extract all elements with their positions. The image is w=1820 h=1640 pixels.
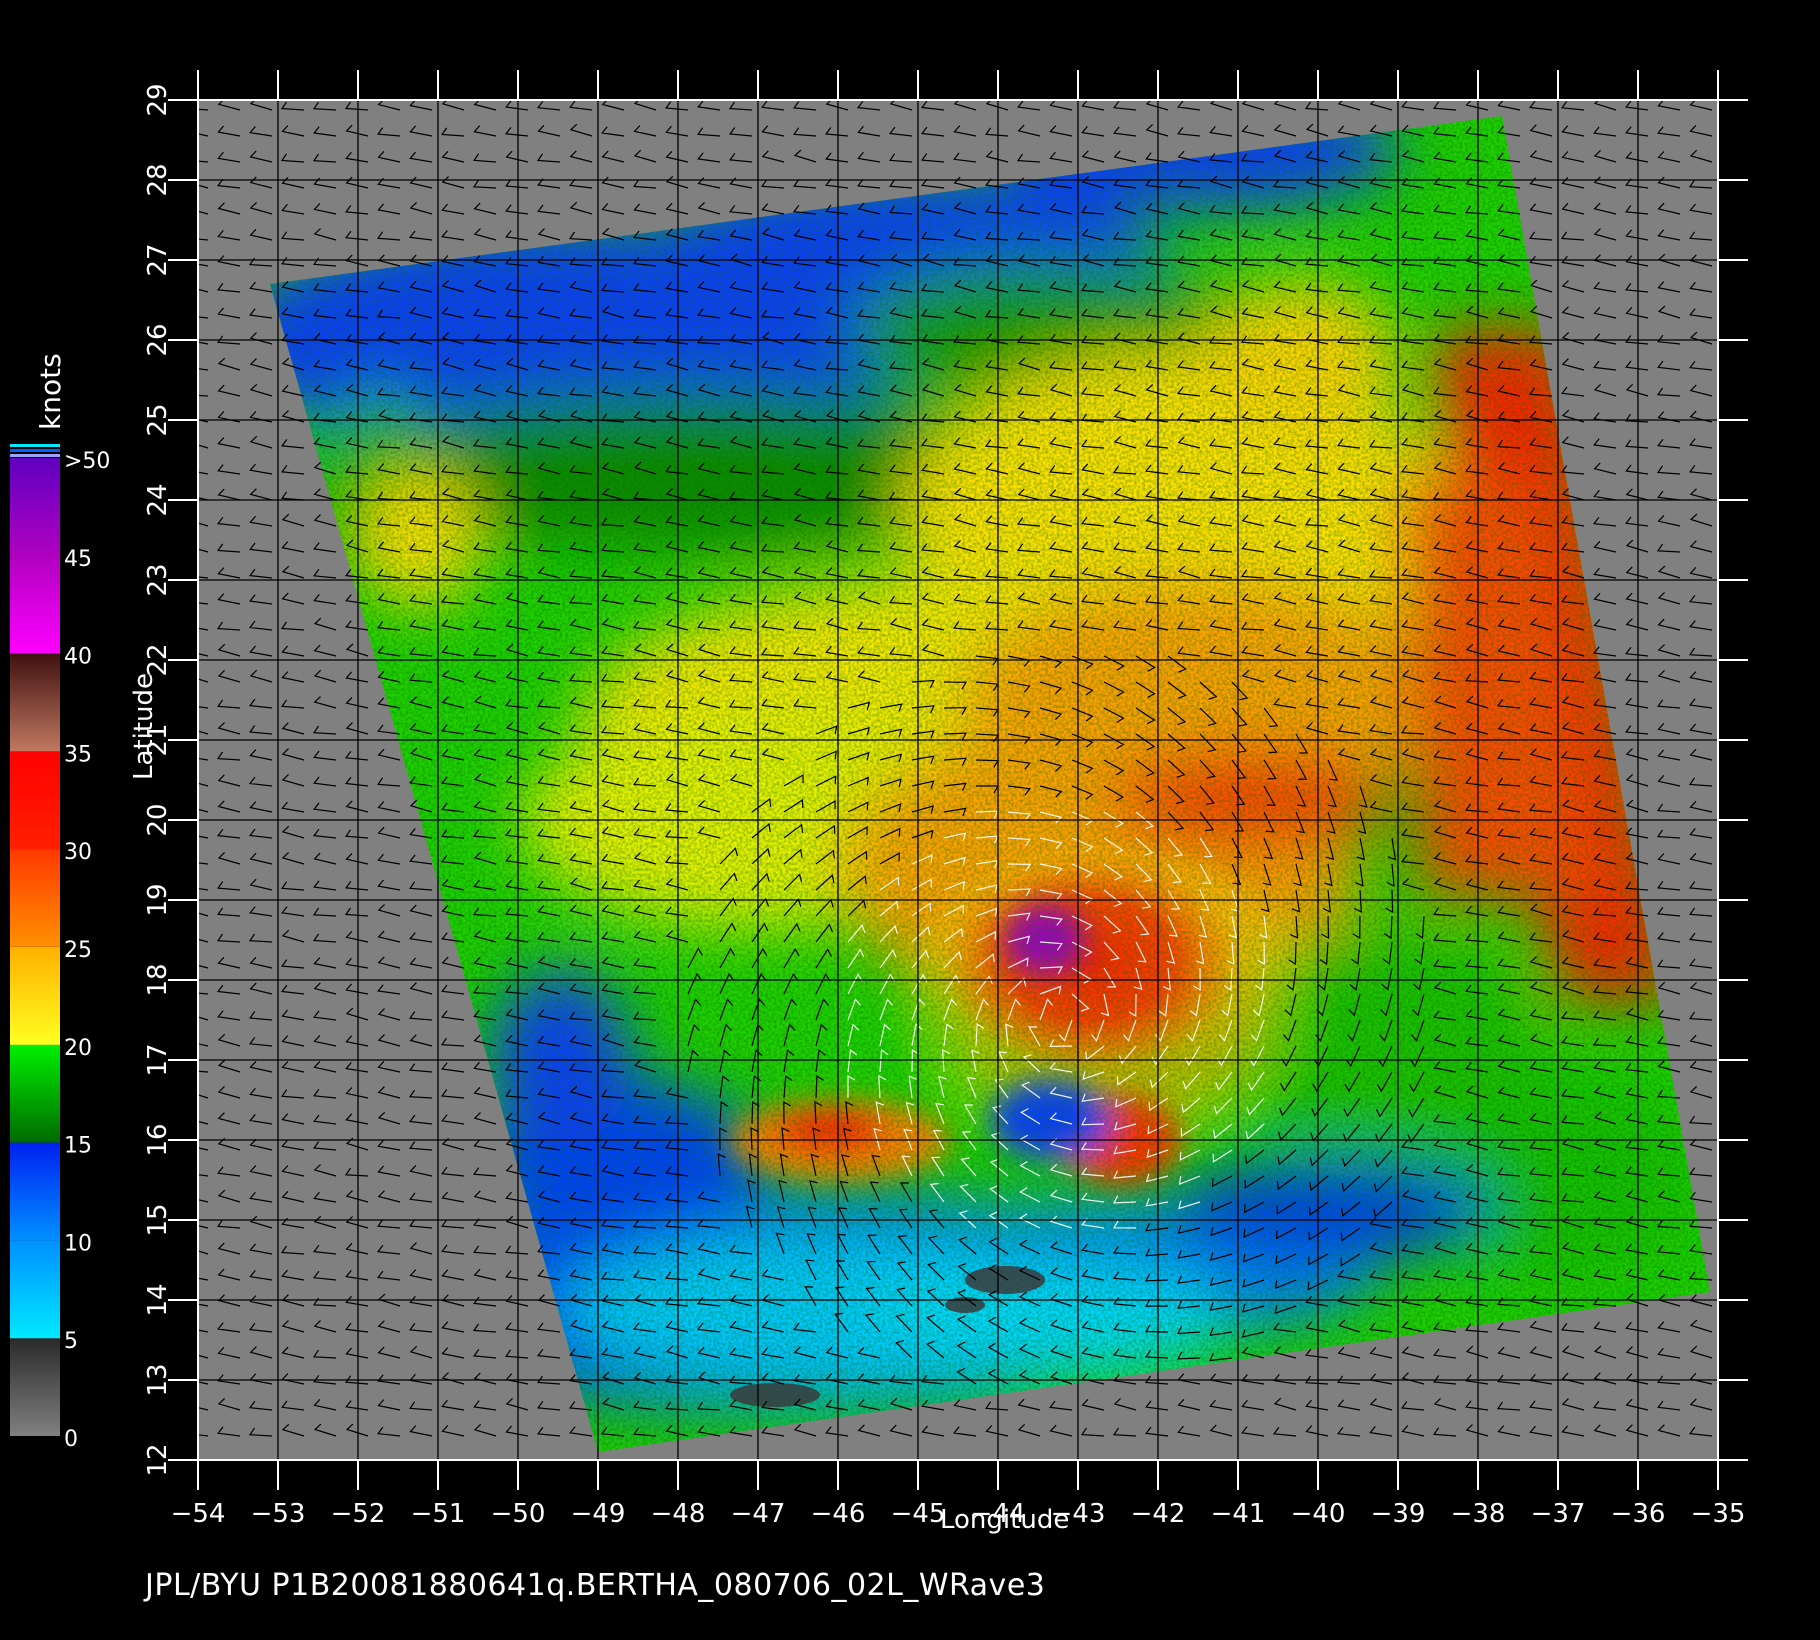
y-tick-label: 17 [143,1043,173,1076]
colorbar-segment [10,1142,60,1241]
x-tick-label: −39 [1371,1499,1426,1529]
y-tick-label: 29 [143,83,173,116]
y-tick-label: 18 [143,963,173,996]
y-tick-label: 27 [143,243,173,276]
colorbar-segment [10,849,60,850]
x-tick-label: −40 [1291,1499,1346,1529]
colorbar-tick-label: 15 [64,1134,92,1159]
colorbar-tick-label: 10 [64,1231,92,1256]
y-tick-label: 24 [143,483,173,516]
colorbar-segment [10,1338,60,1436]
y-tick-label: 20 [143,803,173,836]
colorbar-segment [10,458,60,556]
colorbar-tick-label: 20 [64,1036,92,1061]
colorbar-segment [10,653,60,752]
wind-barb-set [198,100,1713,1437]
colorbar-tick-label: 5 [64,1329,78,1354]
colorbar-segment [10,947,60,1045]
x-tick-label: −43 [1051,1499,1106,1529]
colorbar-tick-label: 40 [64,645,92,670]
y-tick-label: 14 [143,1283,173,1316]
x-tick-label: −42 [1131,1499,1186,1529]
x-tick-label: −53 [251,1499,306,1529]
colorbar-segment [10,1338,60,1339]
y-tick-label: 25 [143,403,173,436]
colorbar-tick-label: 0 [64,1427,78,1452]
x-tick-label: −44 [971,1499,1026,1529]
x-tick-label: −36 [1611,1499,1666,1529]
wind-speed-colorbar: 0 5 10 15 20 25 30 35 40 45 >50 [10,444,110,1452]
colorbar-segment [10,1044,60,1046]
x-tick-label: −48 [651,1499,706,1529]
y-tick-label: 21 [143,723,173,756]
colorbar-cap [10,444,60,447]
x-tick-label: −38 [1451,1499,1506,1529]
map-axes: −54 −53 −52 −51 −50 −49 −48 −47 −46 −45 −44 −43 −42−… [143,70,1748,1529]
x-tick-label: −35 [1691,1499,1746,1529]
y-tick-label: 12 [143,1443,173,1476]
colorbar-segment [10,1044,60,1143]
colorbar-cap [10,454,60,457]
y-tick-label: 13 [143,1363,173,1396]
colorbar-segment [10,946,60,948]
y-tick-label: 19 [143,883,173,916]
colorbar-unit-label: knots [34,353,67,430]
x-tick-label: −50 [491,1499,546,1529]
y-tick-label: 22 [143,643,173,676]
x-tick-label: −41 [1211,1499,1266,1529]
footer-caption: JPL/BYU P1B20081880641q.BERTHA_080706_02… [145,1568,1046,1603]
colorbar-tick-label: >50 [64,449,110,474]
y-tick-label: 23 [143,563,173,596]
colorbar-segment [10,555,60,654]
colorbar-tick-label: 30 [64,840,92,865]
colorbar-segment [10,1240,60,1339]
y-tick-label: 16 [143,1123,173,1156]
x-tick-label: −47 [731,1499,786,1529]
x-tick-label: −37 [1531,1499,1586,1529]
x-tick-label: −45 [891,1499,946,1529]
x-axis-title: Longitude [940,1505,1069,1535]
y-tick-label: 15 [143,1203,173,1236]
colorbar-tick-label: 35 [64,742,92,767]
y-axis-title: Latitude [129,673,159,780]
x-tick-label: −52 [331,1499,386,1529]
colorbar-segment [10,653,60,654]
wind-barbs [198,100,1713,1437]
colorbar-segment [10,751,60,752]
x-tick-label: −54 [171,1499,226,1529]
colorbar-tick-label: 25 [64,938,92,963]
colorbar-segment [10,1142,60,1143]
colorbar-segment [10,849,60,947]
y-tick-label: 26 [143,323,173,356]
y-tick-label: 28 [143,163,173,196]
x-tick-label: −51 [411,1499,466,1529]
colorbar-segment [10,751,60,850]
colorbar-cap [10,449,60,452]
colorbar-tick-label: 45 [64,547,92,572]
x-tick-label: −46 [811,1499,866,1529]
x-tick-label: −49 [571,1499,626,1529]
